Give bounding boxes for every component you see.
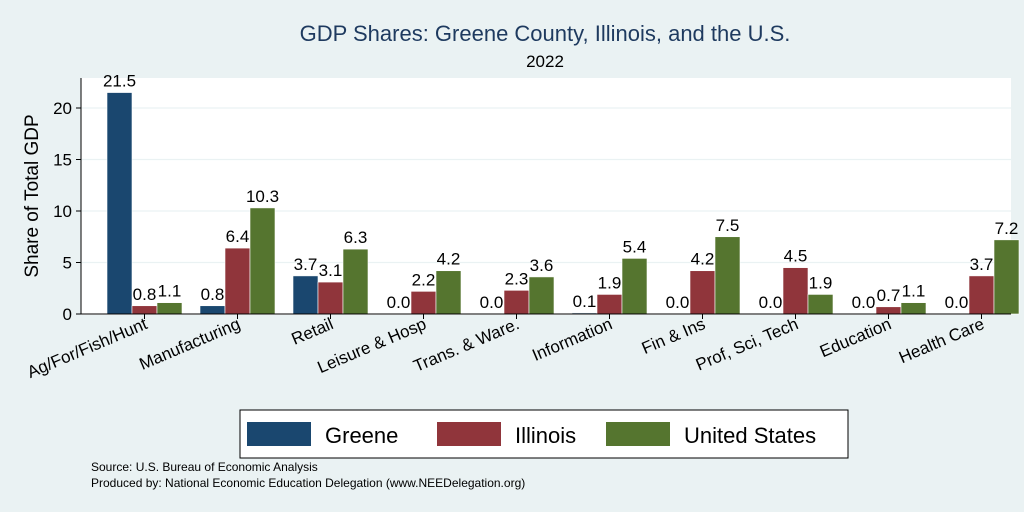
bar: [199, 305, 226, 315]
data-label: 0.0: [852, 293, 876, 312]
data-label: 21.5: [103, 72, 136, 91]
data-label: 3.6: [530, 256, 554, 275]
data-label: 0.1: [573, 292, 597, 311]
data-label: 0.0: [387, 293, 411, 312]
chart-subtitle: 2022: [526, 52, 564, 71]
bar: [689, 270, 716, 315]
data-label: 0.0: [666, 293, 690, 312]
data-label: 6.3: [344, 228, 368, 247]
data-label: 10.3: [246, 187, 279, 206]
legend-swatch: [437, 422, 501, 446]
bar: [249, 207, 276, 315]
data-label: 4.2: [437, 250, 461, 269]
data-label: 0.0: [480, 293, 504, 312]
data-labels: 21.50.8 1.1 0.86.410.33.7 3.16.30.02.24.20.…: [103, 72, 1018, 312]
bar: [410, 291, 437, 315]
data-label: 1.9: [809, 273, 833, 292]
bar: [993, 239, 1020, 315]
data-label: 3.7: [294, 255, 318, 274]
data-label: 1.9: [598, 273, 622, 292]
data-label: 1.1: [158, 282, 182, 301]
y-axis-label: Share of Total GDP: [22, 114, 43, 277]
y-tick-label: 5: [63, 254, 72, 273]
bar: [224, 247, 251, 315]
bar: [317, 281, 344, 315]
bar: [131, 305, 158, 315]
bar: [875, 306, 902, 315]
data-label: 2.3: [505, 269, 529, 288]
data-label: 4.5: [784, 247, 808, 266]
y-tick-label: 20: [53, 99, 72, 118]
bars: [106, 92, 1020, 315]
y-tick-label: 15: [53, 151, 72, 170]
bar: [292, 275, 319, 315]
data-label: 2.2: [412, 270, 436, 289]
data-label: 3.1: [319, 261, 343, 280]
data-label: 0.8: [201, 285, 225, 304]
bar: [435, 270, 462, 315]
bar: [968, 275, 995, 315]
data-label: 0.8: [133, 285, 157, 304]
bar: [342, 248, 369, 315]
y-tick-label: 10: [53, 202, 72, 221]
producer-note: Produced by: National Economic Education…: [91, 476, 525, 490]
bar: [714, 236, 741, 315]
legend: Greene Illinois United States: [239, 409, 849, 459]
data-label: 7.5: [716, 216, 740, 235]
chart-title: GDP Shares: Greene County, Illinois, and…: [300, 21, 791, 46]
data-label: 6.4: [226, 227, 250, 246]
data-label: 5.4: [623, 237, 647, 256]
bar: [503, 290, 530, 315]
legend-box: [239, 409, 849, 459]
bar: [596, 294, 623, 315]
data-label: 7.2: [995, 219, 1019, 238]
legend-label: Illinois: [515, 423, 576, 448]
bar: [807, 294, 834, 315]
bar: [900, 302, 927, 315]
legend-label: United States: [684, 423, 816, 448]
data-label: 1.1: [902, 282, 926, 301]
legend-swatch: [247, 422, 311, 446]
source-note: Source: U.S. Bureau of Economic Analysis: [91, 460, 318, 474]
data-label: 0.0: [945, 293, 969, 312]
bar: [528, 276, 555, 315]
bar: [782, 267, 809, 315]
data-label: 3.7: [970, 255, 994, 274]
data-label: 0.7: [877, 286, 901, 305]
bar: [156, 302, 183, 315]
bar: [621, 258, 648, 315]
legend-label: Greene: [325, 423, 398, 448]
bar: [106, 92, 133, 315]
legend-swatch: [606, 422, 670, 446]
data-label: 4.2: [691, 250, 715, 269]
y-tick-label: 0: [63, 305, 72, 324]
data-label: 0.0: [759, 293, 783, 312]
y-axis-ticks: 0 5 10 15 20: [53, 99, 81, 324]
